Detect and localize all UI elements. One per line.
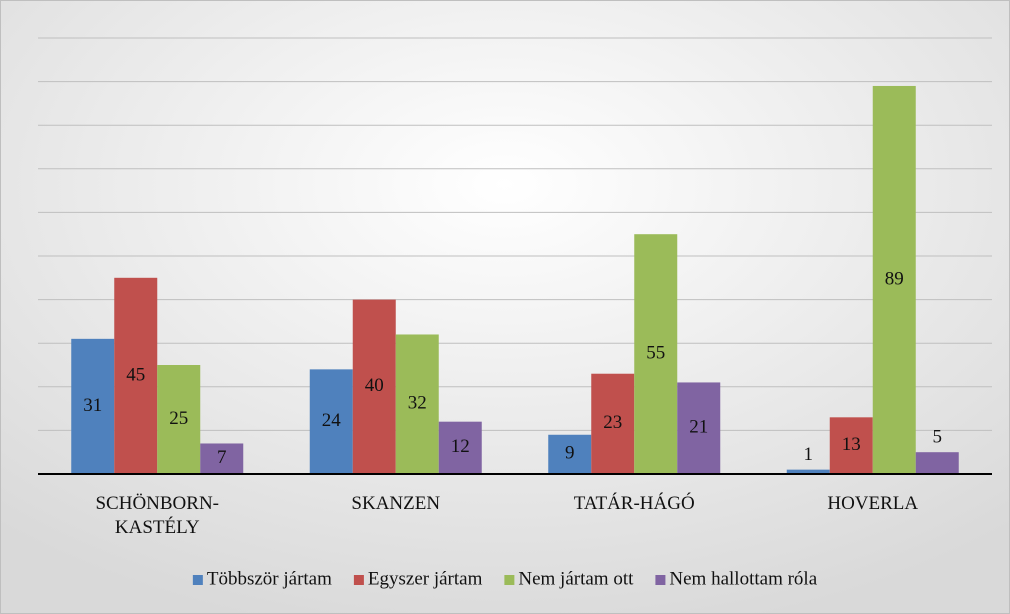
x-tick-label: SCHÖNBORN-KASTÉLY (95, 493, 220, 538)
x-tick-label: TATÁR-HÁGÓ (573, 493, 695, 514)
legend-label: Egyszer jártam (368, 568, 483, 589)
bar (395, 334, 439, 474)
data-label: 24 (322, 410, 342, 431)
x-tick-label: HOVERLA (827, 493, 919, 514)
x-tick-label: SKANZEN (351, 493, 441, 514)
data-label: 7 (217, 447, 227, 468)
legend-label: Többször jártam (207, 568, 332, 589)
data-label: 45 (126, 364, 145, 385)
data-label: 5 (933, 427, 943, 448)
data-label: 31 (83, 395, 102, 416)
bar (157, 365, 201, 474)
bar (548, 434, 592, 474)
bar (438, 421, 482, 474)
data-label: 32 (408, 393, 427, 414)
data-label: 40 (365, 375, 384, 396)
bar (872, 85, 916, 475)
data-label: 25 (169, 408, 188, 429)
bar (915, 452, 959, 474)
bar (352, 299, 396, 474)
bar (71, 338, 115, 474)
legend-swatch (353, 575, 364, 585)
legend-label: Nem hallottam róla (669, 568, 817, 589)
data-label: 23 (603, 412, 622, 433)
data-label: 9 (565, 443, 575, 464)
bar (786, 469, 830, 474)
bar (114, 277, 158, 474)
data-label: 21 (689, 417, 708, 438)
bar (591, 373, 635, 474)
data-label: 1 (804, 444, 814, 465)
bar (677, 382, 721, 474)
bar (200, 443, 244, 474)
legend-swatch (192, 575, 203, 585)
data-label: 12 (451, 436, 470, 457)
legend-label: Nem jártam ott (518, 568, 634, 589)
legend-swatch (655, 575, 666, 585)
bar (829, 417, 873, 474)
data-label: 55 (646, 342, 665, 363)
legend-swatch (504, 575, 515, 585)
data-label: 13 (842, 434, 861, 455)
data-label: 89 (885, 268, 904, 289)
bar (634, 234, 678, 474)
bar (309, 369, 353, 474)
